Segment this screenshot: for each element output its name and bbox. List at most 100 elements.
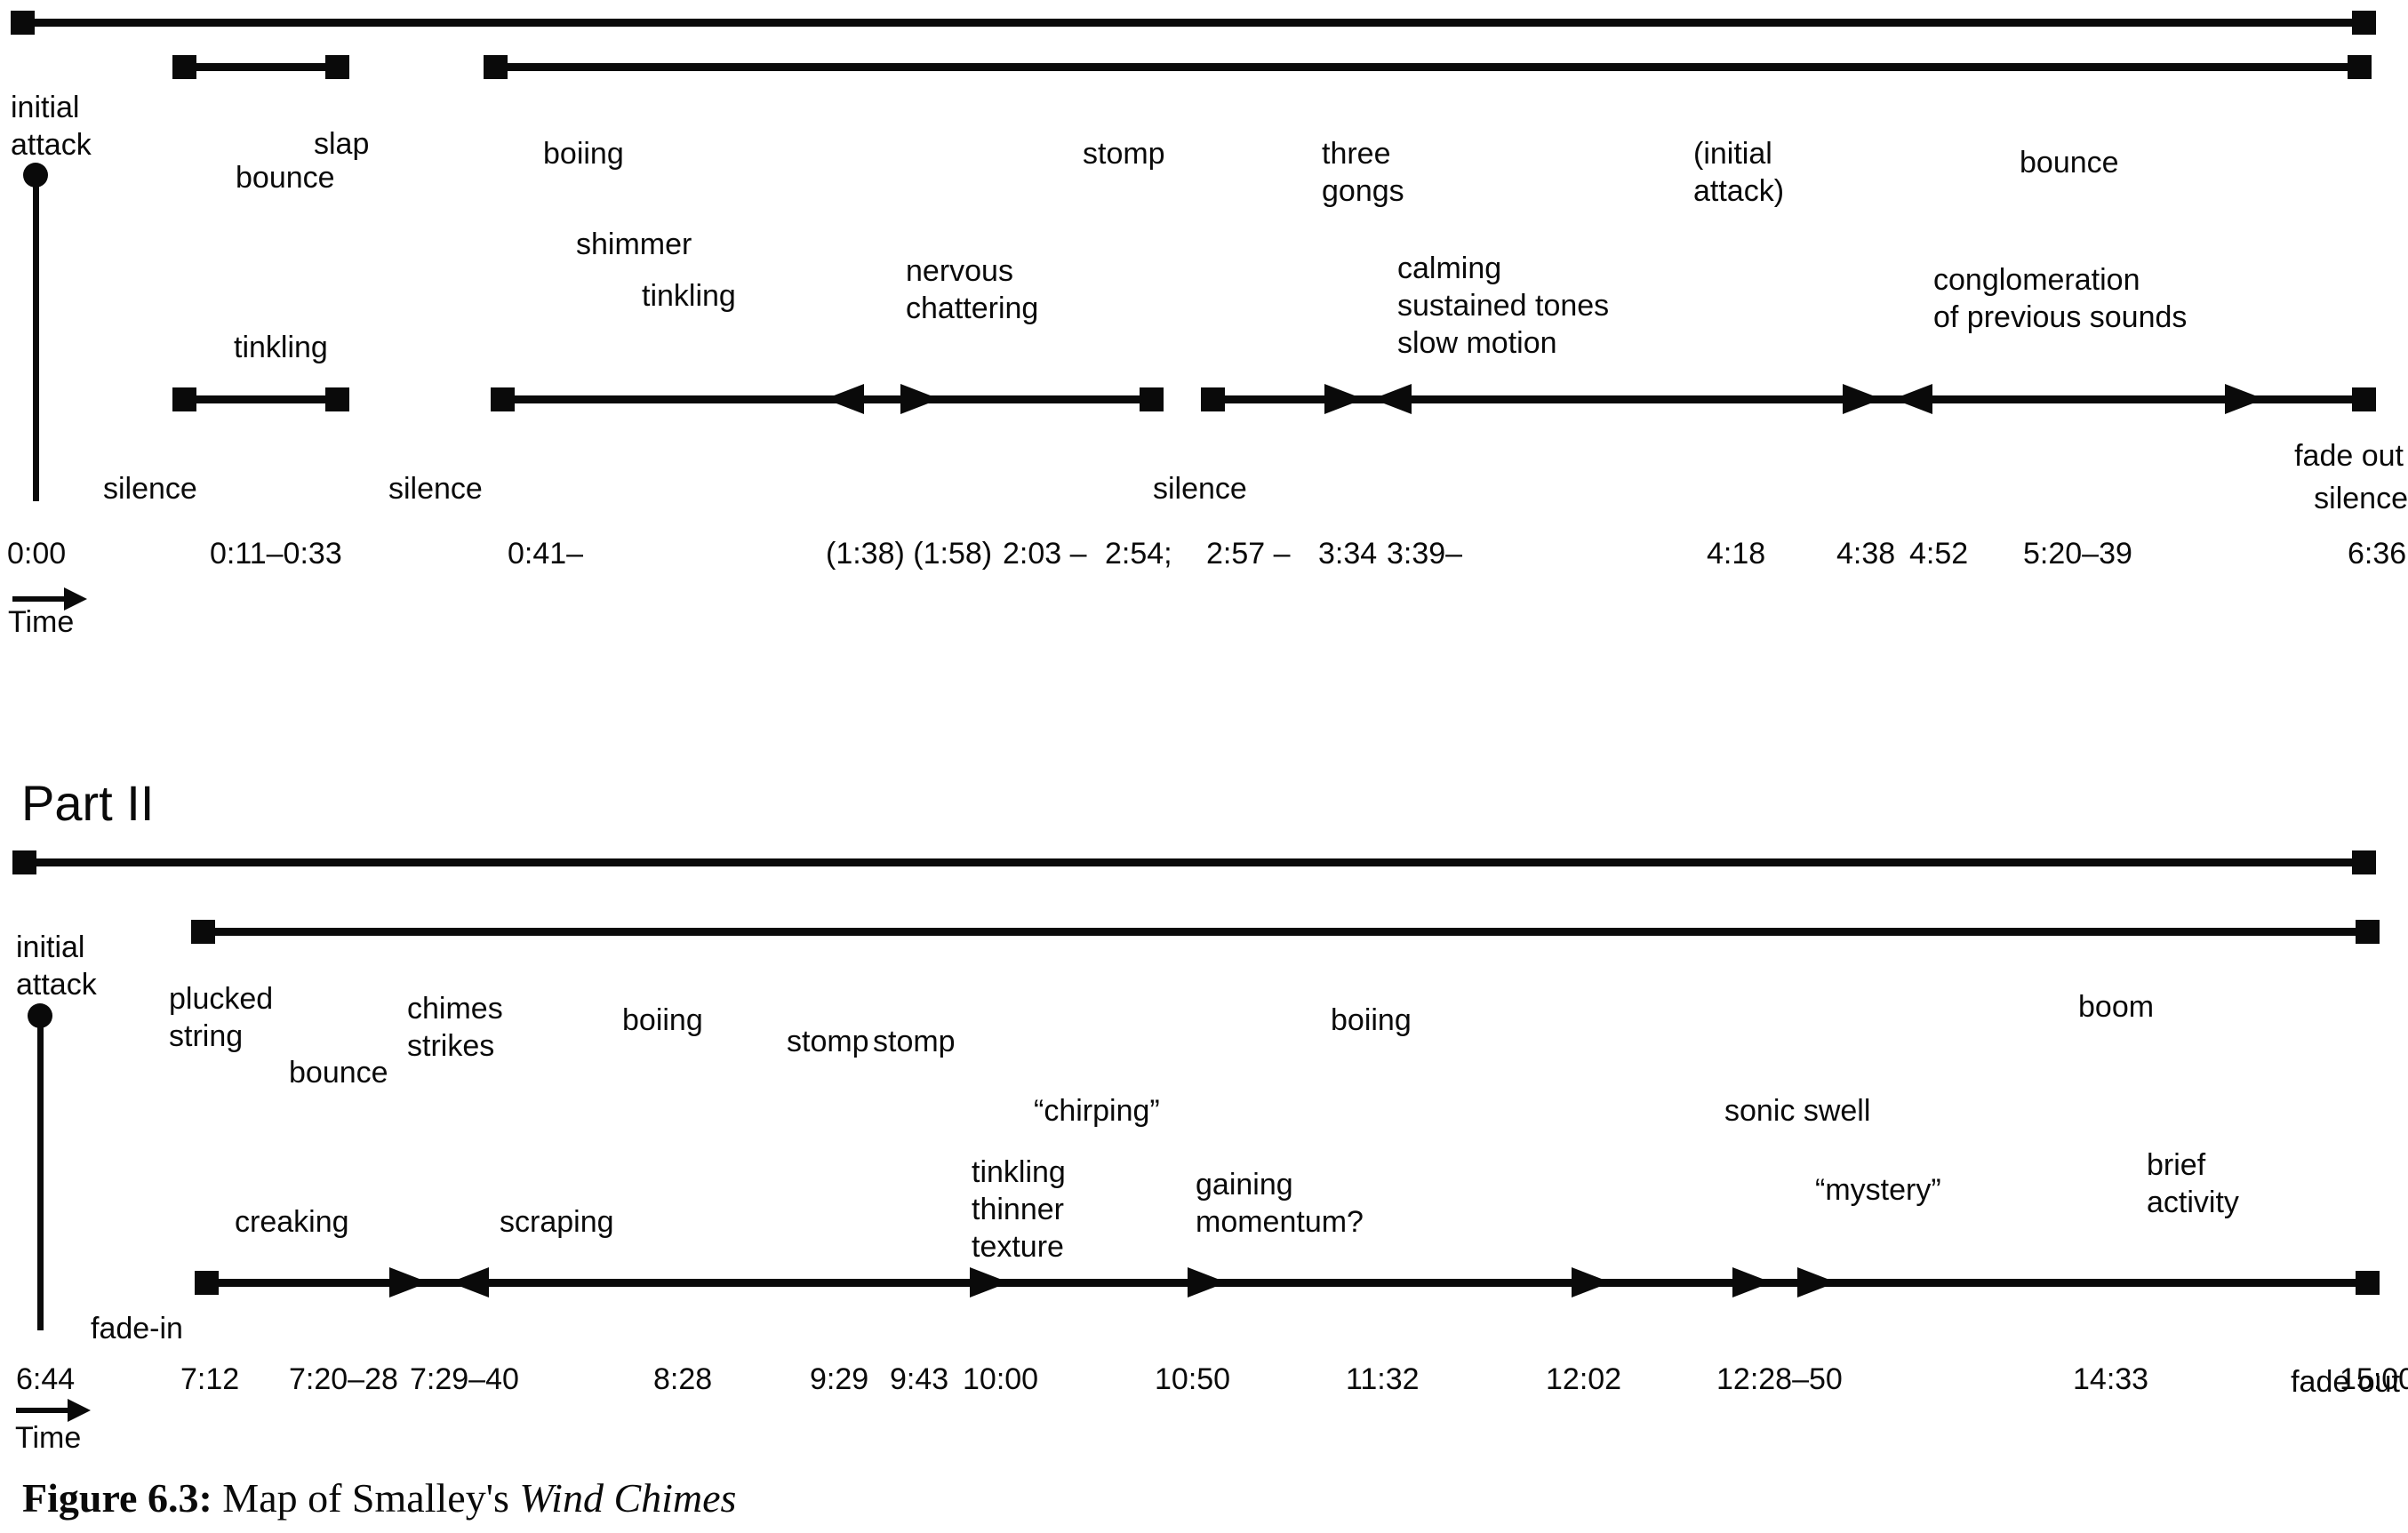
part2-time-label: 7:29–40: [410, 1362, 519, 1396]
part2-label-boom-line: boom: [2078, 990, 2155, 1024]
part2-gesture-line-start-cap-square: [195, 1271, 219, 1295]
part2-label-bounce-line: bounce: [289, 1056, 388, 1090]
part1-gesture-line-end-cap-square: [325, 387, 349, 411]
part2-overview-line-segment: [24, 858, 2364, 866]
part2-label-boiing-2-line: boiing: [1331, 1003, 1412, 1037]
part2-time-label: 14:33: [2073, 1362, 2149, 1396]
part1-label-boiing: boiing: [543, 135, 624, 172]
part1-gesture-line-arrowhead-left-icon: [1893, 384, 1932, 414]
part1-layer-line-segment: [184, 63, 338, 71]
part1-layer-line-start-cap-square: [172, 55, 196, 79]
part2-label-chimes-strikes-line: chimes: [407, 992, 503, 1026]
part1-initial-attack-label: initial attack: [11, 89, 92, 164]
part1-label-tinkling-upper: tinkling: [642, 277, 736, 315]
part2-label-sonic-swell: sonic swell: [1724, 1092, 1870, 1130]
part1-overview-line-start-cap-square: [11, 11, 35, 35]
part1-label-calming-sustained-line: sustained tones: [1397, 289, 1610, 323]
part2-label-stomp-1: stomp: [787, 1023, 869, 1060]
part1-gesture-line-start-cap-square: [491, 387, 515, 411]
part1-time-axis-arrowhead-icon: [64, 587, 87, 611]
part1-label-stomp-line: stomp: [1083, 137, 1165, 171]
part1-time-label: 4:18: [1707, 537, 1766, 571]
figure-caption-text: Map of Smalley's: [212, 1475, 520, 1521]
part2-gesture-line-arrowhead-right-icon: [970, 1267, 1009, 1297]
part1-gesture-line-segment: [1212, 395, 2364, 403]
part1-label-silence-2: silence: [388, 470, 483, 507]
part1-gesture-line-arrowhead-right-icon: [2225, 384, 2264, 414]
part2-layer-line-end-cap-square: [2356, 920, 2380, 944]
part1-label-initial-attack-paren: (initial attack): [1693, 135, 1784, 210]
part1-initial-attack-label-line: initial: [11, 91, 80, 124]
part2-initial-attack-label-line: attack: [16, 968, 97, 1002]
part1-layer-line-end-cap-square: [325, 55, 349, 79]
part1-time-label: 2:57 –: [1206, 537, 1291, 571]
part1-gesture-line-start-cap-square: [172, 387, 196, 411]
part1-label-nervous-chattering: nervous chattering: [906, 252, 1038, 327]
part2-time-label: 11:32: [1346, 1362, 1420, 1396]
part2-label-brief-activity: brief activity: [2147, 1146, 2239, 1221]
part2-gesture-line-arrowhead-right-icon: [1797, 1267, 1836, 1297]
part1-label-slap: slap: [314, 125, 369, 163]
part1-gesture-line-arrowhead-left-icon: [1372, 384, 1412, 414]
part2-label-plucked-string: plucked string: [169, 980, 273, 1055]
part2-time-label: 7:12: [180, 1362, 240, 1396]
part1-overview-line-end-cap-square: [2352, 11, 2376, 35]
part2-time-label: 9:43: [890, 1362, 949, 1396]
part2-gesture-line-arrowhead-right-icon: [389, 1267, 428, 1297]
part1-label-calming-sustained-line: slow motion: [1397, 326, 1557, 360]
part1-label-bounce-1-line: bounce: [236, 161, 335, 195]
part2-label-plucked-string-line: plucked: [169, 982, 274, 1016]
part2-gesture-line-arrowhead-right-icon: [1732, 1267, 1772, 1297]
part1-layer-line-start-cap-square: [484, 55, 508, 79]
part2-label-scraping: scraping: [500, 1203, 614, 1241]
part1-gesture-line-start-cap-square: [1201, 387, 1225, 411]
part2-layer-line-segment: [203, 928, 2368, 936]
part1-time-label: 4:38: [1836, 537, 1896, 571]
part2-label-creaking-line: creaking: [235, 1205, 349, 1239]
part2-label-bounce: bounce: [289, 1054, 388, 1091]
part1-time-axis-arrow-icon: [12, 596, 68, 602]
part1-label-conglomeration-line: conglomeration: [1933, 263, 2140, 297]
part2-time-label: 15:00: [2340, 1362, 2408, 1396]
part1-label-tinkling-lower-line: tinkling: [234, 331, 328, 364]
part1-layer-line-end-cap-square: [2348, 55, 2372, 79]
part1-label-calming-sustained-line: calming: [1397, 252, 1502, 285]
part1-time-label: 3:39–: [1387, 537, 1463, 571]
part2-time-label: 7:20–28: [289, 1362, 398, 1396]
part1-label-three-gongs-line: three: [1322, 137, 1391, 171]
part1-initial-attack-stem: [33, 175, 39, 501]
part1-time-label: 4:52: [1909, 537, 1969, 571]
part2-label-tinkling-thinner-texture: tinkling thinner texture: [972, 1154, 1066, 1266]
part1-gesture-line-arrowhead-right-icon: [1324, 384, 1364, 414]
part2-label-scraping-line: scraping: [500, 1205, 614, 1239]
part1-time-axis-label: Time: [8, 605, 75, 639]
part1-gesture-line-end-cap-square: [2352, 387, 2376, 411]
part1-label-initial-attack-paren-line: attack): [1693, 174, 1785, 208]
part2-gesture-line-arrowhead-right-icon: [1572, 1267, 1611, 1297]
part2-label-gaining-momentum: gaining momentum?: [1196, 1166, 1364, 1241]
part2-initial-attack-stem: [37, 1016, 44, 1330]
part2-label-boom: boom: [2078, 988, 2154, 1026]
part1-initial-attack-label-line: attack: [11, 128, 92, 162]
part1-label-nervous-chattering-line: chattering: [906, 291, 1039, 325]
part1-gesture-line-segment: [184, 395, 338, 403]
part2-label-fade-in-line: fade-in: [91, 1312, 183, 1345]
part1-time-label: 2:03 –: [1003, 537, 1087, 571]
part1-gesture-line-arrowhead-left-icon: [825, 384, 864, 414]
part2-time-axis-label: Time: [15, 1421, 82, 1455]
part2-label-tinkling-thinner-texture-line: texture: [972, 1230, 1064, 1264]
part2-time-label: 8:28: [653, 1362, 713, 1396]
part1-label-fade-out: fade out: [2294, 437, 2404, 475]
part2-time-label: 12:02: [1546, 1362, 1622, 1396]
part2-label-brief-activity-line: brief: [2147, 1148, 2206, 1182]
part1-label-fade-out-line: fade out: [2294, 439, 2404, 473]
part2-gesture-line-segment: [206, 1279, 2368, 1287]
part2-initial-attack-label-line: initial: [16, 930, 85, 964]
part1-label-shimmer: shimmer: [576, 226, 692, 263]
part2-label-boiing-2: boiing: [1331, 1002, 1412, 1039]
part1-time-label: 6:36: [2348, 537, 2407, 571]
part2-label-plucked-string-line: string: [169, 1019, 244, 1053]
part2-label-gaining-momentum-line: momentum?: [1196, 1205, 1364, 1239]
part1-label-silence-4: silence: [2314, 480, 2408, 517]
part1-time-label: 0:11–0:33: [210, 537, 342, 571]
